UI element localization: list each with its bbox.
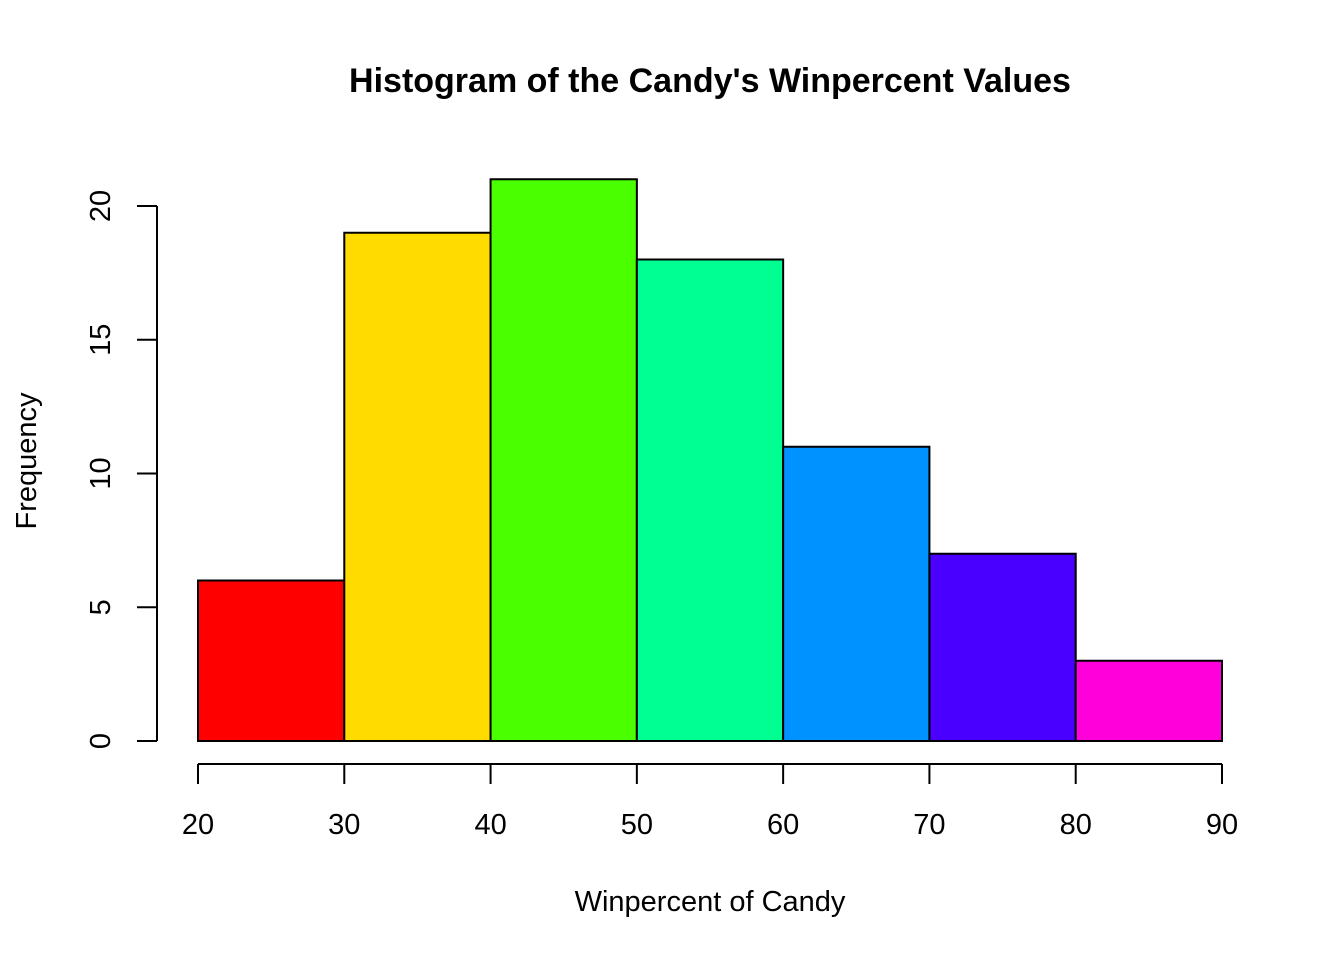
- bars-group: [197, 178, 1223, 742]
- y-axis-label: Frequency: [11, 392, 43, 530]
- x-tick-label: 80: [1060, 809, 1092, 841]
- x-tick-label: 40: [474, 809, 506, 841]
- histogram-bar: [928, 552, 1077, 742]
- x-tick-label: 70: [913, 809, 945, 841]
- histogram-bar: [635, 258, 785, 742]
- x-tick-label: 90: [1206, 809, 1238, 841]
- x-axis-label: Winpercent of Candy: [575, 886, 846, 918]
- histogram-bar: [489, 178, 638, 742]
- y-tick-label: 0: [85, 733, 117, 749]
- x-tick-label: 50: [621, 809, 653, 841]
- y-tick-label: 5: [85, 599, 117, 615]
- y-tick-label: 20: [85, 190, 117, 222]
- y-axis: 0 5 10 15 20: [85, 190, 158, 749]
- x-tick-label: 30: [328, 809, 360, 841]
- chart-title: Histogram of the Candy's Winpercent Valu…: [349, 62, 1071, 100]
- x-tick-label: 60: [767, 809, 799, 841]
- x-tick-label: 20: [182, 809, 214, 841]
- y-tick-label: 10: [85, 457, 117, 489]
- histogram-bar: [197, 579, 346, 742]
- x-axis: 20 30 40 50 60 70 80 90: [182, 763, 1238, 841]
- histogram-bar: [782, 445, 931, 742]
- histogram-bar: [1074, 659, 1223, 742]
- histogram-bar: [343, 231, 492, 742]
- y-tick-label: 15: [85, 324, 117, 356]
